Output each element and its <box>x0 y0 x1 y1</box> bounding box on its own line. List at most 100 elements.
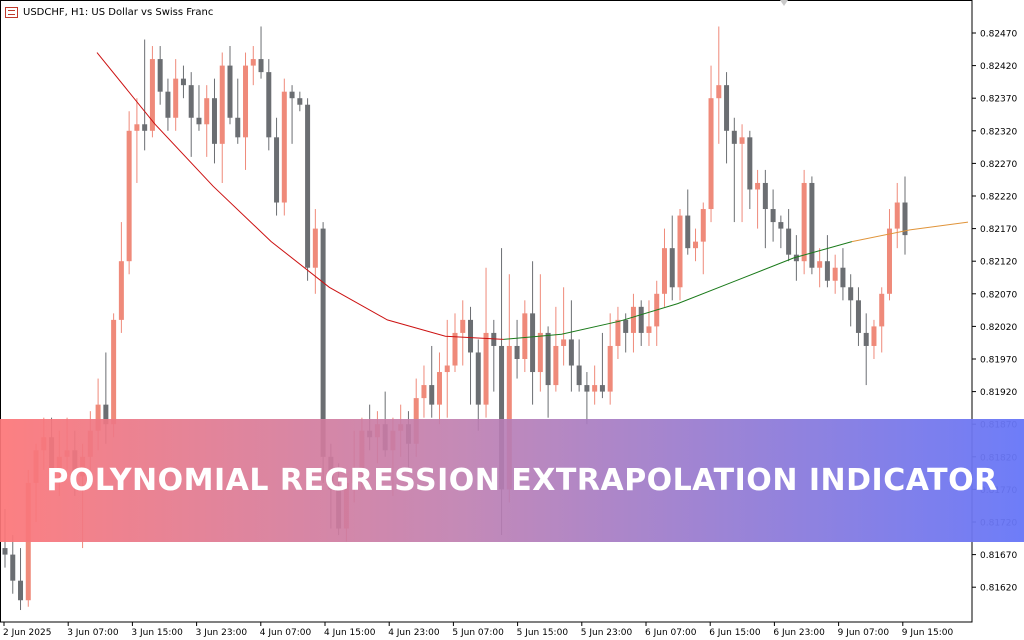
x-tick-label: 6 Jun 15:00 <box>709 628 761 638</box>
candle-body <box>126 130 132 262</box>
symbol-header: USDCHF, H1: US Dollar vs Swiss Franc <box>5 4 213 20</box>
candle-body <box>243 65 249 138</box>
candle-body <box>142 124 148 131</box>
candle-body <box>180 78 186 86</box>
candle-body <box>592 385 598 392</box>
candle-body <box>173 78 179 118</box>
regression-line-past <box>96 52 504 340</box>
x-tick-label: 5 Jun 07:00 <box>452 628 504 638</box>
candle-body <box>444 365 450 373</box>
x-tick-label: 3 Jun 07:00 <box>67 628 119 638</box>
candle-body <box>483 332 489 405</box>
candle-body <box>584 385 590 392</box>
symbol-label: USDCHF, H1: US Dollar vs Swiss Franc <box>23 6 214 18</box>
y-tick-label: 0.82220 <box>980 193 1017 203</box>
candle-body <box>661 248 667 294</box>
candle-body <box>475 352 481 405</box>
candle-body <box>638 306 644 333</box>
candle-body <box>739 137 745 144</box>
candle-body <box>879 293 885 327</box>
candle-body <box>2 548 8 555</box>
x-tick-label: 5 Jun 15:00 <box>517 628 569 638</box>
candle-body <box>708 98 714 210</box>
candle-body <box>429 385 435 405</box>
candle-body <box>770 209 776 223</box>
candle-body <box>499 345 505 490</box>
candle-body <box>421 385 427 399</box>
y-tick-label: 0.81620 <box>980 584 1017 594</box>
candle-body <box>305 104 311 268</box>
regression-extrapolation <box>851 221 969 243</box>
x-tick-label: 9 Jun 15:00 <box>902 628 954 638</box>
candle-body <box>219 65 225 144</box>
candle-body <box>724 85 730 131</box>
candle-body <box>530 313 536 373</box>
candle-body <box>685 215 691 249</box>
candle-body <box>235 117 241 138</box>
x-tick-label: 9 Jun 07:00 <box>838 628 890 638</box>
candle-body <box>623 319 629 333</box>
candle-body <box>607 345 613 392</box>
candle-body <box>149 59 155 131</box>
candle-body <box>778 222 784 229</box>
x-tick-label: 6 Jun 23:00 <box>773 628 825 638</box>
candle-body <box>809 182 815 268</box>
y-tick-label: 0.82470 <box>980 30 1017 40</box>
candle-body <box>576 365 582 386</box>
y-tick-label: 0.82270 <box>980 160 1017 170</box>
candle-body <box>460 319 466 333</box>
candle-body <box>646 326 652 333</box>
candle-body <box>452 332 458 366</box>
x-tick-label: 2 Jun 2025 <box>3 628 51 638</box>
candle-body <box>258 59 264 73</box>
candle-body <box>886 228 892 294</box>
x-tick-label: 5 Jun 23:00 <box>581 628 633 638</box>
candle-body <box>755 182 761 190</box>
y-tick-label: 0.82020 <box>980 323 1017 333</box>
candle-body <box>196 117 202 125</box>
candle-body <box>522 313 528 359</box>
candle-body <box>274 137 280 203</box>
candle-body <box>297 98 303 105</box>
candle-body <box>553 345 559 386</box>
y-tick-label: 0.82420 <box>980 62 1017 72</box>
candle-body <box>786 228 792 255</box>
candle-body <box>731 130 737 144</box>
candle-body <box>762 182 768 210</box>
y-tick-label: 0.82320 <box>980 127 1017 137</box>
x-tick-label: 3 Jun 23:00 <box>196 628 248 638</box>
regression-line-recent <box>503 241 853 340</box>
banner-title: POLYNOMIAL REGRESSION EXTRAPOLATION INDI… <box>46 463 998 498</box>
candle-body <box>599 385 605 392</box>
candle-body <box>111 319 117 425</box>
candle-body <box>615 319 621 346</box>
candle-body <box>95 404 101 431</box>
candle-body <box>848 287 854 301</box>
candle-body <box>863 332 869 346</box>
chart-window-icon[interactable] <box>5 6 18 18</box>
x-tick-label: 6 Jun 07:00 <box>645 628 697 638</box>
candle-body <box>832 267 838 281</box>
candle-body <box>693 241 699 249</box>
plot-frame <box>0 0 973 623</box>
x-tick-label: 4 Jun 07:00 <box>260 628 312 638</box>
candle-body <box>103 404 109 425</box>
y-tick-label: 0.82070 <box>980 290 1017 300</box>
candle-body <box>18 580 24 601</box>
candle-body <box>716 85 722 99</box>
candle-body <box>204 98 210 125</box>
candle-body <box>134 124 140 131</box>
candle-body <box>700 209 706 242</box>
candle-body <box>568 339 574 366</box>
candle-body <box>211 98 217 144</box>
candle-body <box>902 202 908 236</box>
y-tick-label: 0.82370 <box>980 95 1017 105</box>
candle-body <box>491 332 497 346</box>
candle-body <box>561 339 567 346</box>
candle-body <box>793 254 799 262</box>
promo-banner: POLYNOMIAL REGRESSION EXTRAPOLATION INDI… <box>0 419 1024 542</box>
y-tick-label: 0.81920 <box>980 388 1017 398</box>
y-tick-label: 0.81970 <box>980 356 1017 366</box>
